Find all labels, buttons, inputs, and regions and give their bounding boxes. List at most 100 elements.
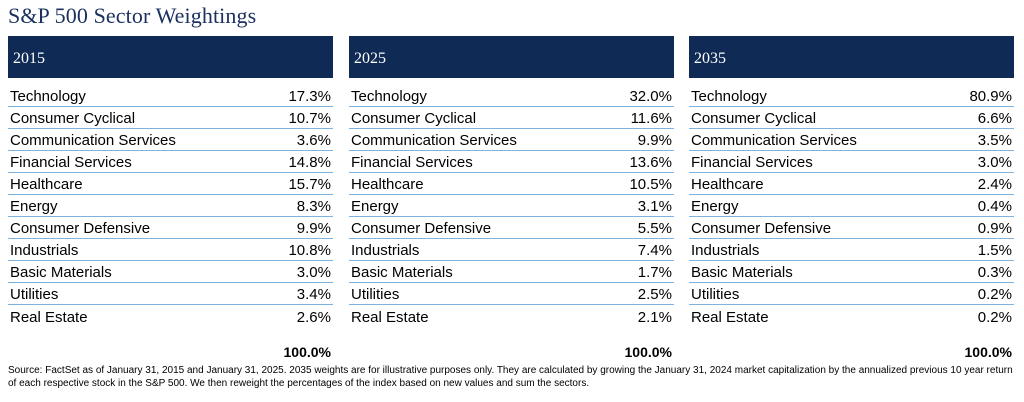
sector-label: Real Estate [351, 309, 429, 326]
sector-label: Consumer Cyclical [351, 110, 477, 127]
table-row: Financial Services 14.8% [8, 151, 333, 173]
sector-label: Technology [691, 88, 767, 105]
sector-label: Basic Materials [691, 264, 793, 281]
sector-label: Real Estate [691, 309, 769, 326]
table-row: Real Estate 2.1% [349, 305, 674, 327]
table-row: Consumer Cyclical 10.7% [8, 107, 333, 129]
table-row: Financial Services 3.0% [689, 151, 1014, 173]
sector-weight: 8.3% [296, 198, 331, 215]
table-row: Basic Materials 0.3% [689, 261, 1014, 283]
table-row: Consumer Cyclical 6.6% [689, 107, 1014, 129]
table-row: Energy 0.4% [689, 195, 1014, 217]
sector-label: Communication Services [10, 132, 176, 149]
sector-label: Healthcare [10, 176, 83, 193]
table-row: Technology 80.9% [689, 85, 1014, 107]
table-header-year: 2015 [8, 36, 333, 78]
sector-label: Communication Services [691, 132, 857, 149]
table-header-year: 2035 [689, 36, 1014, 78]
table-row: Real Estate 2.6% [8, 305, 333, 327]
table-row: Consumer Defensive 0.9% [689, 217, 1014, 239]
sector-weight: 32.0% [629, 88, 672, 105]
sector-label: Consumer Defensive [691, 220, 832, 237]
sector-label: Healthcare [691, 176, 764, 193]
source-note: Source: FactSet as of January 31, 2015 a… [8, 365, 1013, 389]
sector-label: Financial Services [10, 154, 132, 171]
sector-weight: 0.9% [977, 220, 1012, 237]
sector-label: Energy [10, 198, 58, 215]
table-row: Industrials 1.5% [689, 239, 1014, 261]
table-row: Healthcare 10.5% [349, 173, 674, 195]
sector-weight: 13.6% [629, 154, 672, 171]
sector-label: Basic Materials [351, 264, 453, 281]
table-row: Communication Services 3.5% [689, 129, 1014, 151]
sector-label: Real Estate [10, 309, 88, 326]
sector-label: Industrials [691, 242, 760, 259]
sector-weight: 3.0% [977, 154, 1012, 171]
sector-label: Energy [691, 198, 739, 215]
table-header-year: 2025 [349, 36, 674, 78]
table-total: 100.0% [283, 344, 331, 360]
sector-weight: 0.2% [977, 309, 1012, 326]
sector-label: Industrials [10, 242, 79, 259]
sector-label: Technology [351, 88, 427, 105]
sector-weight: 17.3% [288, 88, 331, 105]
sector-label: Financial Services [691, 154, 813, 171]
sector-weight: 3.5% [977, 132, 1012, 149]
table-total: 100.0% [964, 344, 1012, 360]
sector-weight: 9.9% [296, 220, 331, 237]
page-title: S&P 500 Sector Weightings [8, 3, 257, 28]
sector-weight: 3.6% [296, 132, 331, 149]
table-row: Energy 8.3% [8, 195, 333, 217]
sector-weight: 80.9% [969, 88, 1012, 105]
table-row: Technology 17.3% [8, 85, 333, 107]
sector-label: Technology [10, 88, 86, 105]
table-row: Consumer Defensive 9.9% [8, 217, 333, 239]
sector-weight: 0.4% [977, 198, 1012, 215]
sector-label: Utilities [691, 286, 740, 303]
sector-weight: 2.6% [296, 309, 331, 326]
sector-label: Utilities [10, 286, 59, 303]
sector-weight: 3.4% [296, 286, 331, 303]
sector-weight: 0.2% [977, 286, 1012, 303]
sector-label: Energy [351, 198, 399, 215]
sector-label: Consumer Defensive [10, 220, 151, 237]
sector-table-2015: 2015 Technology 17.3% Consumer Cyclical 10.7… [8, 36, 333, 360]
table-row: Communication Services 9.9% [349, 129, 674, 151]
sector-weight: 15.7% [288, 176, 331, 193]
sector-weight: 2.1% [637, 309, 672, 326]
table-row: Real Estate 0.2% [689, 305, 1014, 327]
table-row: Financial Services 13.6% [349, 151, 674, 173]
sector-weight: 0.3% [977, 264, 1012, 281]
sector-weight: 7.4% [637, 242, 672, 259]
sector-weight: 3.0% [296, 264, 331, 281]
sector-label: Industrials [351, 242, 420, 259]
sector-weight: 10.5% [629, 176, 672, 193]
sector-weight: 10.7% [288, 110, 331, 127]
table-row: Basic Materials 3.0% [8, 261, 333, 283]
sector-weight: 1.7% [637, 264, 672, 281]
table-row: Communication Services 3.6% [8, 129, 333, 151]
sector-label: Consumer Defensive [351, 220, 492, 237]
sector-weight: 14.8% [288, 154, 331, 171]
table-row: Industrials 7.4% [349, 239, 674, 261]
table-row: Healthcare 2.4% [689, 173, 1014, 195]
sector-label: Utilities [351, 286, 400, 303]
table-row: Energy 3.1% [349, 195, 674, 217]
table-row: Industrials 10.8% [8, 239, 333, 261]
sector-label: Communication Services [351, 132, 517, 149]
sector-weight: 2.5% [637, 286, 672, 303]
sector-label: Consumer Cyclical [10, 110, 136, 127]
sector-table-2025: 2025 Technology 32.0% Consumer Cyclical 11.6… [349, 36, 674, 360]
sector-weight: 5.5% [637, 220, 672, 237]
sector-table-2035: 2035 Technology 80.9% Consumer Cyclical 6.6%… [689, 36, 1014, 360]
sector-label: Financial Services [351, 154, 473, 171]
sector-weight: 11.6% [630, 110, 672, 127]
sector-weight: 10.8% [288, 242, 331, 259]
table-row: Consumer Defensive 5.5% [349, 217, 674, 239]
table-row: Technology 32.0% [349, 85, 674, 107]
sector-weight: 3.1% [637, 198, 672, 215]
sector-weight: 2.4% [977, 176, 1012, 193]
sector-label: Healthcare [351, 176, 424, 193]
table-row: Utilities 2.5% [349, 283, 674, 305]
table-row: Utilities 0.2% [689, 283, 1014, 305]
